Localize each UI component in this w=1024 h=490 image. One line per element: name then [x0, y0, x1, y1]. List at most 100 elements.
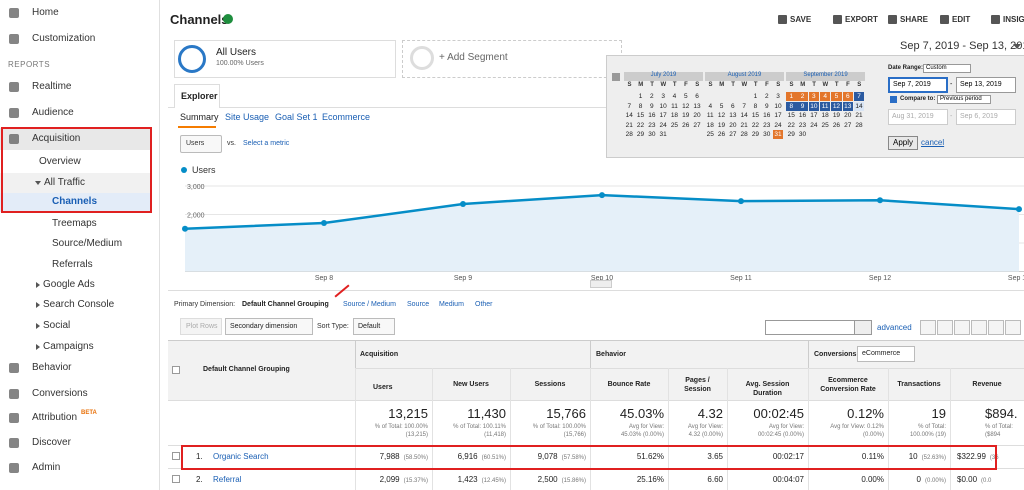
- nav-item[interactable]: Overview: [39, 156, 81, 167]
- calendar-day[interactable]: 21: [740, 121, 748, 129]
- calendar-day[interactable]: 7: [853, 92, 865, 101]
- calendar-day[interactable]: 27: [693, 121, 701, 129]
- calendar-day[interactable]: 21: [625, 121, 633, 129]
- nav-item[interactable]: Conversions: [32, 388, 88, 399]
- nav-item[interactable]: Behavior: [32, 362, 72, 373]
- view-toggle[interactable]: [937, 320, 953, 335]
- calendar-day[interactable]: 24: [810, 121, 818, 129]
- date-range[interactable]: Sep 7, 2019 - Sep 13, 2019: [900, 40, 1024, 52]
- calendar-day[interactable]: 13: [729, 112, 737, 120]
- range-select[interactable]: Custom: [923, 64, 971, 73]
- nav-item[interactable]: Campaigns: [43, 341, 94, 352]
- search-input[interactable]: [765, 320, 855, 335]
- calendar-day[interactable]: 25: [670, 121, 679, 129]
- nav-item[interactable]: Treemaps: [52, 218, 97, 229]
- column-header[interactable]: Avg. Session Duration: [745, 381, 790, 397]
- compare-select[interactable]: Previous period: [937, 95, 991, 104]
- header-action[interactable]: EXPORT: [845, 15, 878, 24]
- calendar-day[interactable]: 5: [831, 92, 842, 101]
- calendar-day[interactable]: 19: [832, 112, 841, 120]
- nav-item[interactable]: Attribution: [32, 412, 78, 423]
- nav-item[interactable]: Audience: [32, 107, 74, 118]
- calendar-day[interactable]: 25: [706, 131, 714, 139]
- tab[interactable]: Explorer: [181, 91, 218, 101]
- calendar-day[interactable]: 22: [636, 121, 645, 129]
- calendar-day[interactable]: 20: [693, 112, 701, 120]
- calendar-day[interactable]: 6: [695, 93, 699, 100]
- calendar-day[interactable]: 10: [774, 102, 782, 110]
- calendar-day[interactable]: 6: [842, 92, 853, 101]
- calendar-day[interactable]: 22: [787, 121, 795, 129]
- calendar-day[interactable]: 1: [786, 92, 797, 101]
- calendar-day[interactable]: 11: [706, 112, 714, 120]
- calendar-day[interactable]: 22: [751, 121, 760, 129]
- calendar-day[interactable]: 17: [774, 112, 782, 120]
- column-header[interactable]: Bounce Rate: [607, 381, 651, 388]
- end-input[interactable]: Sep 13, 2019: [956, 77, 1016, 93]
- nav-item[interactable]: Google Ads: [43, 279, 95, 290]
- calendar-day[interactable]: 28: [625, 131, 633, 139]
- nav-item[interactable]: Acquisition: [32, 133, 81, 144]
- calendar-day[interactable]: 11: [671, 102, 678, 110]
- dimension-option[interactable]: Source / Medium: [343, 301, 396, 308]
- select-metric[interactable]: Select a metric: [243, 140, 290, 147]
- secondary-btn[interactable]: [225, 318, 313, 335]
- calendar-day[interactable]: 24: [659, 121, 667, 129]
- select-all[interactable]: [172, 366, 180, 374]
- header-action[interactable]: INSIGH: [1003, 15, 1024, 24]
- row-name[interactable]: Organic Search: [213, 452, 269, 461]
- calendar-day[interactable]: 2: [764, 93, 769, 100]
- calendar-day[interactable]: 30: [763, 131, 771, 139]
- calendar-day[interactable]: 21: [855, 112, 863, 120]
- column-header[interactable]: Sessions: [534, 381, 566, 388]
- compare-end-input[interactable]: Sep 6, 2019: [956, 109, 1016, 125]
- conversion-select[interactable]: [857, 346, 915, 362]
- cancel-link[interactable]: cancel: [921, 138, 945, 147]
- column-header[interactable]: Ecommerce Conversion Rate: [820, 377, 876, 393]
- dimension-option[interactable]: Other: [475, 301, 493, 308]
- dimension-option[interactable]: Source: [407, 301, 430, 308]
- calendar-day[interactable]: 3: [776, 93, 780, 100]
- calendar-day[interactable]: 18: [670, 112, 679, 120]
- header-action[interactable]: EDIT: [952, 15, 971, 24]
- calendar-day[interactable]: 12: [717, 112, 726, 120]
- calendar-day[interactable]: 28: [855, 121, 863, 129]
- calendar-day[interactable]: 16: [763, 112, 771, 120]
- calendar-day[interactable]: 4: [672, 93, 677, 100]
- calendar-day[interactable]: 15: [636, 112, 645, 120]
- start-input[interactable]: Sep 7, 2019: [888, 77, 948, 93]
- calendar-day[interactable]: 15: [787, 112, 795, 120]
- calendar-day[interactable]: 13: [842, 101, 853, 111]
- column-header[interactable]: Transactions: [897, 381, 941, 388]
- calendar-day[interactable]: 5: [683, 93, 688, 100]
- view-toggle[interactable]: [920, 320, 936, 335]
- calendar-day[interactable]: 14: [625, 112, 633, 120]
- subtab[interactable]: Goal Set 1: [275, 112, 318, 122]
- view-toggle[interactable]: [988, 320, 1004, 335]
- subtab[interactable]: Summary: [180, 112, 219, 122]
- dimension-option[interactable]: Medium: [439, 301, 464, 308]
- calendar-day[interactable]: 26: [717, 131, 726, 139]
- calendar-day[interactable]: 9: [764, 102, 769, 110]
- calendar-day[interactable]: 30: [648, 131, 656, 139]
- calendar-day[interactable]: 27: [844, 121, 852, 129]
- calendar-day[interactable]: 18: [821, 112, 829, 120]
- calendar-day[interactable]: 10: [659, 102, 667, 110]
- segment-name[interactable]: All Users: [216, 47, 257, 58]
- calendar-day[interactable]: 6: [731, 102, 735, 110]
- header-action[interactable]: SHARE: [900, 15, 929, 24]
- calendar-day[interactable]: 18: [706, 121, 714, 129]
- calendar-day[interactable]: 29: [787, 131, 795, 139]
- calendar-day[interactable]: 26: [682, 121, 690, 129]
- calendar-day[interactable]: 23: [798, 121, 807, 129]
- nav-item[interactable]: Referrals: [52, 259, 93, 270]
- compare-start-input[interactable]: Aug 31, 2019: [888, 109, 948, 125]
- calendar-day[interactable]: 2: [797, 92, 808, 101]
- calendar-day[interactable]: 29: [751, 131, 760, 139]
- calendar-day[interactable]: 9: [797, 101, 808, 111]
- dimension-option[interactable]: Default Channel Grouping: [242, 301, 329, 308]
- subtab[interactable]: Site Usage: [225, 112, 270, 122]
- calendar-day[interactable]: 31: [659, 131, 667, 139]
- column-header[interactable]: Pages / Session: [684, 377, 711, 393]
- column-header[interactable]: New Users: [453, 381, 489, 388]
